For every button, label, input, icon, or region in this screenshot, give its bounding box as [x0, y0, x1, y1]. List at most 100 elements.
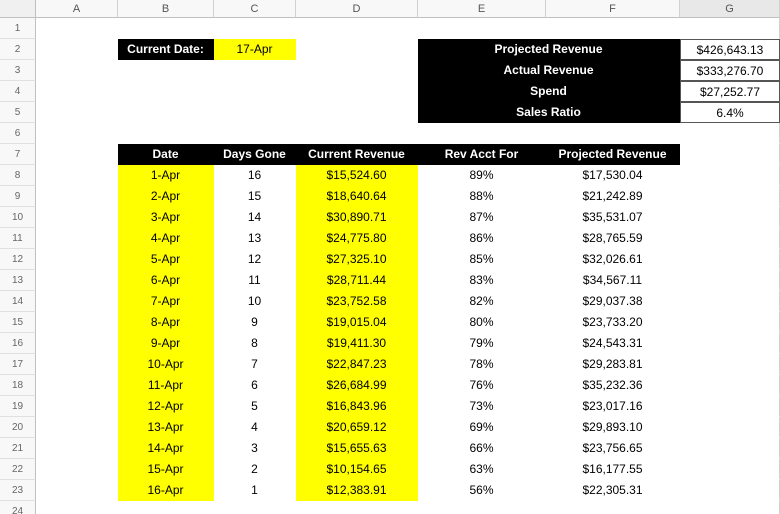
cell-empty[interactable] — [680, 396, 780, 417]
row-header-6[interactable]: 6 — [0, 123, 36, 144]
table-row-projected-revenue[interactable]: $23,733.20 — [546, 312, 680, 333]
cell-empty[interactable] — [680, 249, 780, 270]
cell-empty[interactable] — [36, 144, 118, 165]
cell-empty[interactable] — [680, 480, 780, 501]
table-row-rev-acct-for[interactable]: 76% — [418, 375, 546, 396]
table-row-rev-acct-for[interactable]: 82% — [418, 291, 546, 312]
table-row-rev-acct-for[interactable]: 63% — [418, 459, 546, 480]
table-row-days-gone[interactable]: 16 — [214, 165, 296, 186]
table-row-projected-revenue[interactable]: $32,026.61 — [546, 249, 680, 270]
table-row-rev-acct-for[interactable]: 73% — [418, 396, 546, 417]
table-row-days-gone[interactable]: 13 — [214, 228, 296, 249]
table-row-projected-revenue[interactable]: $29,893.10 — [546, 417, 680, 438]
cell-empty[interactable] — [296, 81, 418, 102]
table-row-date[interactable]: 4-Apr — [118, 228, 214, 249]
cell-empty[interactable] — [214, 18, 296, 39]
row-header-9[interactable]: 9 — [0, 186, 36, 207]
table-row-date[interactable]: 6-Apr — [118, 270, 214, 291]
cell-empty[interactable] — [296, 102, 418, 123]
table-row-projected-revenue[interactable]: $29,283.81 — [546, 354, 680, 375]
table-row-days-gone[interactable]: 12 — [214, 249, 296, 270]
cell-empty[interactable] — [214, 81, 296, 102]
table-row-date[interactable]: 10-Apr — [118, 354, 214, 375]
table-row-projected-revenue[interactable]: $29,037.38 — [546, 291, 680, 312]
table-row-date[interactable]: 13-Apr — [118, 417, 214, 438]
table-row-date[interactable]: 5-Apr — [118, 249, 214, 270]
summary-value-2[interactable]: $27,252.77 — [680, 81, 780, 102]
row-header-8[interactable]: 8 — [0, 165, 36, 186]
row-header-2[interactable]: 2 — [0, 39, 36, 60]
cell-empty[interactable] — [546, 123, 680, 144]
table-row-rev-acct-for[interactable]: 66% — [418, 438, 546, 459]
row-header-4[interactable]: 4 — [0, 81, 36, 102]
table-row-days-gone[interactable]: 3 — [214, 438, 296, 459]
table-row-current-revenue[interactable]: $23,752.58 — [296, 291, 418, 312]
cell-empty[interactable] — [36, 186, 118, 207]
col-header-a[interactable]: A — [36, 0, 118, 18]
row-header-13[interactable]: 13 — [0, 270, 36, 291]
table-row-current-revenue[interactable]: $27,325.10 — [296, 249, 418, 270]
cell-empty[interactable] — [36, 165, 118, 186]
row-header-21[interactable]: 21 — [0, 438, 36, 459]
table-row-projected-revenue[interactable]: $28,765.59 — [546, 228, 680, 249]
table-row-rev-acct-for[interactable]: 80% — [418, 312, 546, 333]
table-row-days-gone[interactable]: 11 — [214, 270, 296, 291]
table-row-current-revenue[interactable]: $20,659.12 — [296, 417, 418, 438]
table-row-days-gone[interactable]: 9 — [214, 312, 296, 333]
summary-value-1[interactable]: $333,276.70 — [680, 60, 780, 81]
table-row-current-revenue[interactable]: $22,847.23 — [296, 354, 418, 375]
row-header-5[interactable]: 5 — [0, 102, 36, 123]
table-row-projected-revenue[interactable]: $22,305.31 — [546, 480, 680, 501]
cell-empty[interactable] — [118, 501, 214, 514]
table-row-days-gone[interactable]: 15 — [214, 186, 296, 207]
select-all-corner[interactable] — [0, 0, 36, 18]
table-row-current-revenue[interactable]: $19,411.30 — [296, 333, 418, 354]
row-header-10[interactable]: 10 — [0, 207, 36, 228]
cell-empty[interactable] — [680, 123, 780, 144]
table-row-projected-revenue[interactable]: $21,242.89 — [546, 186, 680, 207]
table-row-current-revenue[interactable]: $15,524.60 — [296, 165, 418, 186]
row-header-3[interactable]: 3 — [0, 60, 36, 81]
cell-empty[interactable] — [36, 312, 118, 333]
cell-empty[interactable] — [36, 207, 118, 228]
cell-empty[interactable] — [680, 270, 780, 291]
cell-empty[interactable] — [36, 60, 118, 81]
table-row-rev-acct-for[interactable]: 56% — [418, 480, 546, 501]
row-header-14[interactable]: 14 — [0, 291, 36, 312]
cell-empty[interactable] — [680, 417, 780, 438]
cell-empty[interactable] — [680, 228, 780, 249]
cell-empty[interactable] — [296, 18, 418, 39]
table-row-rev-acct-for[interactable]: 79% — [418, 333, 546, 354]
table-row-days-gone[interactable]: 10 — [214, 291, 296, 312]
cell-empty[interactable] — [680, 438, 780, 459]
col-header-g[interactable]: G — [680, 0, 780, 18]
cell-empty[interactable] — [296, 60, 418, 81]
cell-empty[interactable] — [418, 123, 546, 144]
cell-empty[interactable] — [214, 501, 296, 514]
summary-value-3[interactable]: 6.4% — [680, 102, 780, 123]
cell-empty[interactable] — [680, 501, 780, 514]
table-row-date[interactable]: 2-Apr — [118, 186, 214, 207]
cell-empty[interactable] — [418, 18, 546, 39]
cell-empty[interactable] — [680, 459, 780, 480]
row-header-1[interactable]: 1 — [0, 18, 36, 39]
table-row-current-revenue[interactable]: $28,711.44 — [296, 270, 418, 291]
cell-empty[interactable] — [680, 375, 780, 396]
cell-empty[interactable] — [36, 501, 118, 514]
cell-empty[interactable] — [214, 123, 296, 144]
table-row-current-revenue[interactable]: $16,843.96 — [296, 396, 418, 417]
table-row-days-gone[interactable]: 8 — [214, 333, 296, 354]
table-row-date[interactable]: 15-Apr — [118, 459, 214, 480]
row-header-7[interactable]: 7 — [0, 144, 36, 165]
cell-empty[interactable] — [296, 501, 418, 514]
table-row-projected-revenue[interactable]: $35,232.36 — [546, 375, 680, 396]
table-row-current-revenue[interactable]: $26,684.99 — [296, 375, 418, 396]
table-row-rev-acct-for[interactable]: 83% — [418, 270, 546, 291]
col-header-e[interactable]: E — [418, 0, 546, 18]
table-row-current-revenue[interactable]: $12,383.91 — [296, 480, 418, 501]
row-header-17[interactable]: 17 — [0, 354, 36, 375]
cell-empty[interactable] — [36, 354, 118, 375]
table-row-date[interactable]: 14-Apr — [118, 438, 214, 459]
cell-empty[interactable] — [36, 102, 118, 123]
table-row-date[interactable]: 8-Apr — [118, 312, 214, 333]
